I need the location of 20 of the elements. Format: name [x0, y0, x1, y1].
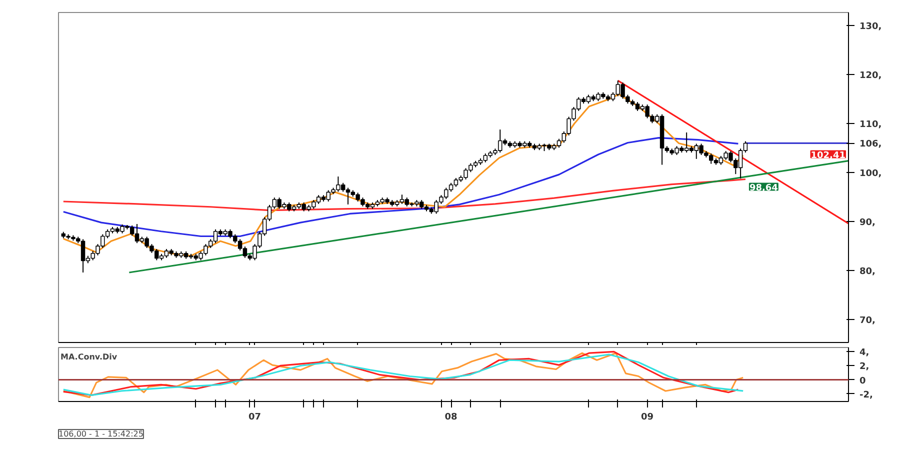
y-tick-label: -2,: [860, 390, 873, 400]
y-tick-label: 70,: [860, 316, 876, 326]
y-tick-label: 120,: [860, 71, 882, 82]
y-tick-label: 130,: [860, 22, 882, 32]
x-tick-label: 09: [641, 412, 654, 422]
y-tick-label: 100,: [860, 169, 882, 180]
y-tick-label: 4,: [860, 348, 870, 358]
y-tick-label: 106,: [860, 140, 882, 150]
y-tick-label: 110,: [860, 120, 882, 130]
text: 106,00 - 1 - 15:42:25: [58, 430, 144, 438]
y-tick-label: 0: [860, 376, 866, 386]
y-tick-label: 2,: [860, 362, 870, 372]
x-tick-label: 08: [444, 412, 458, 422]
annotation: 102,41: [810, 150, 846, 161]
y-tick-label: 80,: [860, 267, 876, 278]
line-series: [62, 137, 739, 238]
x-tick-label: 07: [248, 412, 262, 422]
annotation: 98,64: [749, 183, 778, 194]
text: MA.Conv.Div: [60, 352, 118, 362]
y-tick-label: 90,: [860, 218, 876, 228]
